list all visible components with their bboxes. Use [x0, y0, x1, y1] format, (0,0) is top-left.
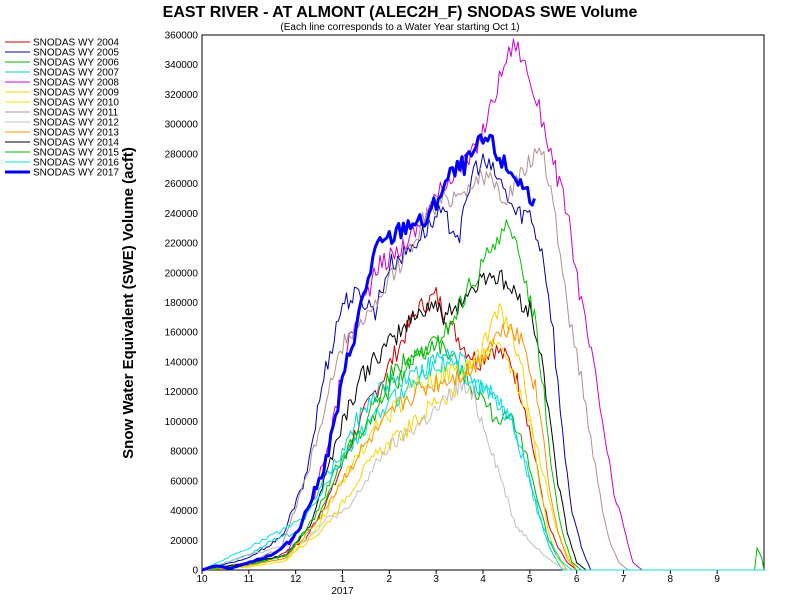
series-line-snodas-wy-2017 — [201, 133, 536, 572]
legend-entry: SNODAS WY 2004 — [33, 38, 119, 49]
y-tick-label: 140000 — [165, 357, 199, 368]
x-tick-label: 6 — [574, 574, 580, 585]
x-tick-label: 2 — [387, 574, 393, 585]
y-tick-label: 160000 — [165, 328, 199, 339]
legend-entry: SNODAS WY 2007 — [33, 68, 119, 79]
legend-entry: SNODAS WY 2006 — [33, 58, 119, 69]
y-tick-label: 120000 — [165, 387, 199, 398]
y-tick-label: 20000 — [170, 536, 198, 547]
series-line-snodas-wy-2016 — [201, 355, 764, 571]
legend-entry: SNODAS WY 2008 — [33, 78, 119, 89]
x-tick-label: 11 — [244, 574, 255, 585]
legend-entry: SNODAS WY 2016 — [33, 158, 119, 169]
axes: 0 20000 40000 60000 80000 100000 120000 140000 1… — [165, 31, 765, 597]
y-tick-label: 180000 — [165, 298, 199, 309]
y-tick-label: 100000 — [165, 417, 199, 428]
x-tick-label: 1 — [340, 574, 346, 585]
legend-entry: SNODAS WY 2012 — [33, 118, 119, 129]
legend-entry: SNODAS WY 2017 — [33, 168, 119, 179]
legend-entry: SNODAS WY 2014 — [33, 138, 119, 149]
legend-entry: SNODAS WY 2005 — [33, 48, 119, 59]
y-tick-label: 360000 — [165, 31, 199, 42]
y-tick-label: 0 — [192, 566, 198, 577]
y-tick-label: 60000 — [170, 476, 198, 487]
y-tick-label: 40000 — [170, 506, 198, 517]
plot-frame — [201, 34, 765, 571]
x-tick-label: 3 — [433, 574, 439, 585]
x-tick-label: 12 — [290, 574, 302, 585]
legend-entry: SNODAS WY 2011 — [33, 108, 119, 119]
x-year-label: 2017 — [331, 586, 354, 597]
chart-subtitle: (Each line corresponds to a Water Year s… — [280, 22, 519, 33]
legend-entry: SNODAS WY 2009 — [33, 88, 119, 99]
x-tick-label: 9 — [714, 574, 720, 585]
x-tick-label: 8 — [668, 574, 674, 585]
legend-entry: SNODAS WY 2013 — [33, 128, 119, 139]
y-tick-label: 300000 — [165, 120, 199, 131]
y-tick-label: 200000 — [165, 268, 199, 279]
y-axis-label: Snow Water Equivalent (SWE) Volume (acft… — [120, 147, 137, 459]
y-tick-label: 320000 — [165, 90, 199, 101]
x-tick-label: 10 — [196, 574, 208, 585]
x-tick-label: 5 — [527, 574, 533, 585]
y-tick-label: 80000 — [170, 447, 198, 458]
y-tick-label: 220000 — [165, 239, 199, 250]
legend-entry: SNODAS WY 2010 — [33, 98, 119, 109]
legend-entry: SNODAS WY 2015 — [33, 148, 119, 159]
y-tick-label: 240000 — [165, 209, 199, 220]
x-tick-label: 7 — [621, 574, 627, 585]
y-tick-label: 260000 — [165, 179, 199, 190]
y-tick-label: 340000 — [165, 60, 199, 71]
y-tick-label: 280000 — [165, 149, 199, 160]
x-tick-label: 4 — [480, 574, 486, 585]
series-lines — [201, 38, 765, 572]
chart-title: EAST RIVER - AT ALMONT (ALEC2H_F) SNODAS… — [163, 4, 638, 21]
